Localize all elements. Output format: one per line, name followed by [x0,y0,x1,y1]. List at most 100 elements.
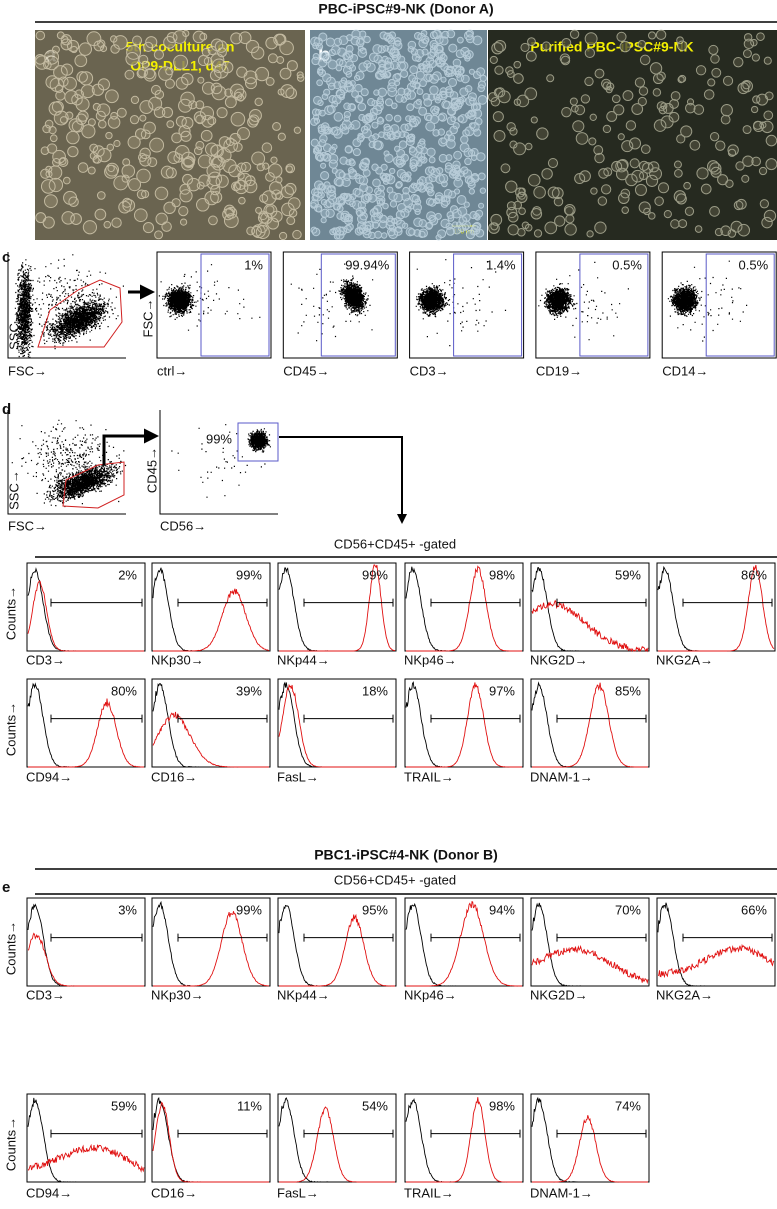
gate-bracket [303,933,394,942]
stain-histogram [153,588,270,652]
gate-bracket [177,598,268,607]
gating-label: CD56+CD45+ -gated [334,536,456,551]
arrow [102,428,159,465]
scale-label: 100 µm [454,230,474,236]
percent-label: 1% [244,257,263,272]
marker-label: CD94→ [26,1185,72,1200]
marker-label: NKp44→ [277,652,330,667]
percent-label: 11% [237,1098,262,1113]
marker-label: CD14→ [662,363,708,378]
control-histogram [405,902,522,987]
marker-label: ctrl→ [157,363,187,378]
figure-title: PBC-iPSC#9-NK (Donor A) [318,1,493,17]
axes [7,410,126,515]
marker-label: NKp46→ [404,987,457,1002]
plot-frame [156,251,272,359]
stain-histogram [406,682,522,768]
percent-label: 1.4% [486,257,516,272]
gate [200,253,270,357]
x-axis-label: FSC→ [8,363,47,378]
gate-bracket [430,1129,521,1138]
gate-bracket [177,1129,268,1138]
control-histogram [405,566,522,652]
stain-histogram [532,1115,648,1183]
stain-histogram [279,913,395,987]
gate [579,253,649,357]
control-histogram [152,567,269,652]
marker-label: CD94→ [26,769,72,784]
stain-histogram [406,565,522,652]
y-axis-label: FSC→ [140,299,155,338]
stain-histogram [27,1143,145,1173]
gate-bracket [682,598,773,607]
gate-bracket [177,933,268,942]
marker-label: DNAM-1→ [530,769,593,784]
gate-bracket [556,714,647,723]
stain-histogram [531,599,649,653]
panel-label: e [2,879,10,896]
y-axis-label: SSC→ [6,310,21,350]
percent-label: 99% [236,567,262,582]
percent-label: 59% [111,1098,137,1113]
stain-histogram [152,711,269,768]
marker-label: NKG2A→ [656,652,713,667]
axes [7,252,126,359]
percent-label: 99% [362,567,388,582]
gate-bracket [303,1129,394,1138]
gate [705,253,775,357]
marker-label: TRAIL→ [404,769,454,784]
marker-label: NKG2D→ [530,987,588,1002]
gating-label: CD56+CD45+ -gated [334,872,456,887]
marker-label: CD16→ [151,1185,197,1200]
plot-frame [661,251,777,359]
control-histogram [27,1097,144,1183]
control-histogram [531,567,648,652]
stain-histogram [27,580,144,652]
y-axis-label: CD45→ [144,447,159,493]
gate-bracket [303,598,394,607]
plot-frame [535,251,651,359]
events [14,259,35,358]
stain-histogram [278,683,395,768]
cells [34,30,305,241]
panel-label: c [2,249,10,266]
arrow [279,436,407,524]
panel-label: d [2,401,11,418]
gate-bracket [556,933,647,942]
axes [159,410,278,515]
gate-bracket [430,598,521,607]
marker-label: NKp46→ [404,652,457,667]
percent-label: 54% [362,1098,388,1113]
events [415,283,455,320]
plot-frame [409,251,525,359]
events [38,294,119,346]
percent-label: 94% [489,902,515,917]
marker-label: NKp30→ [151,987,204,1002]
marker-label: NKp44→ [277,987,330,1002]
gate-bracket [430,714,521,723]
stain-histogram [657,943,775,979]
y-axis-label: Counts→ [3,702,18,756]
y-axis-label: Counts→ [3,1117,18,1171]
percent-label: 99% [236,902,262,917]
gate-bracket [177,714,268,723]
marker-label: DNAM-1→ [530,1185,593,1200]
photo-b-right [488,30,777,240]
cells [487,29,777,238]
y-axis-label: SSC→ [6,470,21,510]
marker-label: NKG2D→ [530,652,588,667]
marker-label: CD3→ [26,652,65,667]
gate [62,461,125,509]
y-axis-label: Counts→ [3,586,18,640]
percent-label: 74% [615,1098,641,1113]
gate-bracket [50,598,143,607]
percent-label: 98% [489,567,515,582]
percent-label: 95% [362,902,388,917]
percent-label: 0.5% [612,257,642,272]
gate-bracket [430,933,521,942]
percent-label: 66% [741,902,767,917]
percent-label: 0.5% [739,257,769,272]
gate-bracket [50,1129,143,1138]
gate [320,253,396,357]
